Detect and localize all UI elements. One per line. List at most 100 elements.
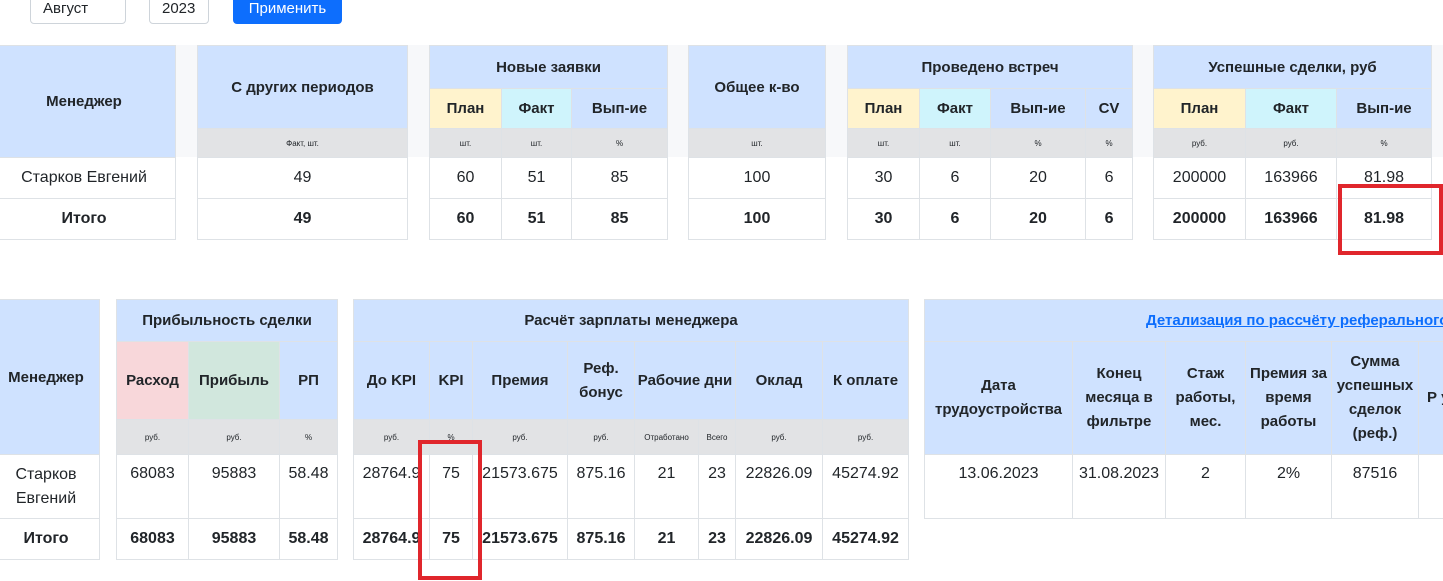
- referral-hire-date-value: 13.06.2023: [924, 454, 1073, 519]
- deals-pct-label: Вып-ие: [1335, 88, 1433, 129]
- salary-kpi-label: KPI: [429, 341, 473, 420]
- meetings-fact-unit: шт.: [919, 128, 991, 158]
- referral-table: Детализация по рассчёту реферального Дат…: [923, 299, 1443, 519]
- referral-extra-label: Р ус с: [1417, 341, 1443, 455]
- meetings-cv-value: 6: [1084, 157, 1134, 199]
- meetings-fact-label: Факт: [919, 88, 991, 129]
- salary-worked-unit: Отработано: [634, 419, 699, 455]
- salary-to-pay-label: К оплате: [821, 341, 910, 420]
- salary-bonus-value: 21573.675: [472, 454, 568, 519]
- prev-periods-table: С других периодов Факт, шт. 49 49: [197, 45, 408, 240]
- total-count-unit: шт.: [688, 128, 826, 158]
- new-requests-plan-label: План: [429, 88, 502, 129]
- salary-ref-bonus-unit: руб.: [567, 419, 635, 455]
- deals-plan-value: 200000: [1153, 157, 1246, 199]
- deals-fact-unit: руб.: [1245, 128, 1337, 158]
- deals-pct-total: 81.98: [1335, 198, 1433, 240]
- bottom-manager-name: Старков Евгений: [0, 454, 100, 519]
- deals-fact-total: 163966: [1245, 198, 1337, 240]
- salary-ref-bonus-value: 875.16: [567, 454, 635, 519]
- salary-workdays-label: Рабочие дни: [634, 341, 736, 420]
- salary-worked-value: 21: [634, 454, 699, 519]
- deals-fact-value: 163966: [1245, 157, 1337, 199]
- deals-pct-value: 81.98: [1335, 157, 1433, 199]
- salary-to-pay-unit: руб.: [821, 419, 910, 455]
- salary-kpi-value: 75: [429, 454, 473, 519]
- prev-periods-header: С других периодов: [197, 45, 408, 129]
- top-manager-total-label: Итого: [0, 198, 176, 240]
- new-requests-plan-value: 60: [429, 157, 502, 199]
- new-requests-pct-value: 85: [571, 157, 668, 199]
- meetings-plan-total: 30: [847, 198, 920, 240]
- apply-button[interactable]: Применить: [233, 0, 342, 24]
- meetings-table: Проведено встреч План Факт Вып-ие CV шт.…: [846, 45, 1134, 240]
- referral-extra-value: [1417, 454, 1443, 519]
- bottom-manager-total-label: Итого: [0, 518, 100, 560]
- profit-table: Прибыльность сделки Расход Прибыль РП ру…: [115, 299, 339, 560]
- deals-plan-total: 200000: [1153, 198, 1246, 240]
- total-count-header: Общее к-во: [688, 45, 826, 129]
- salary-ref-bonus-total: 875.16: [567, 518, 635, 560]
- total-count-value: 100: [688, 157, 826, 199]
- meetings-fact-total: 6: [919, 198, 991, 240]
- salary-kpi-total: 75: [429, 518, 473, 560]
- referral-tenure-value: 2: [1165, 454, 1246, 519]
- referral-deals-sum-label: Сумма успешных сделок (реф.): [1331, 341, 1419, 455]
- salary-bonus-total: 21573.675: [472, 518, 568, 560]
- profit-expense-unit: руб.: [116, 419, 189, 455]
- deals-pct-unit: %: [1335, 128, 1433, 158]
- meetings-cv-total: 6: [1084, 198, 1134, 240]
- new-requests-plan-total: 60: [429, 198, 502, 240]
- meetings-pct-value: 20: [990, 157, 1086, 199]
- referral-deals-sum-value: 87516: [1331, 454, 1419, 519]
- profit-profit-value: 95883: [188, 454, 280, 519]
- referral-details-link[interactable]: Детализация по рассчёту реферального: [1146, 312, 1443, 329]
- salary-table: Расчёт зарплаты менеджера До KPI KPI Пре…: [352, 299, 910, 560]
- salary-header: Расчёт зарплаты менеджера: [352, 299, 910, 342]
- salary-bonus-unit: руб.: [472, 419, 568, 455]
- deals-plan-label: План: [1153, 88, 1246, 129]
- month-select[interactable]: Август: [30, 0, 126, 24]
- new-requests-fact-total: 51: [501, 198, 572, 240]
- meetings-cv-unit: %: [1084, 128, 1134, 158]
- salary-before-kpi-value: 28764.9: [353, 454, 430, 519]
- meetings-header: Проведено встреч: [846, 45, 1134, 89]
- top-manager-header: Менеджер: [0, 45, 176, 158]
- salary-all-days-total: 23: [698, 518, 736, 560]
- new-requests-pct-total: 85: [571, 198, 668, 240]
- meetings-pct-unit: %: [990, 128, 1086, 158]
- salary-before-kpi-label: До KPI: [353, 341, 430, 420]
- new-requests-pct-label: Вып-ие: [571, 88, 668, 129]
- meetings-pct-total: 20: [990, 198, 1086, 240]
- profit-rp-total: 58.48: [278, 518, 339, 560]
- profit-profit-label: Прибыль: [188, 341, 280, 420]
- deals-header: Успешные сделки, руб: [1152, 45, 1433, 89]
- meetings-plan-value: 30: [847, 157, 920, 199]
- meetings-pct-label: Вып-ие: [990, 88, 1086, 129]
- profit-expense-value: 68083: [116, 454, 189, 519]
- meetings-cv-label: CV: [1084, 88, 1134, 129]
- salary-salary-total: 22826.09: [735, 518, 823, 560]
- bottom-manager-header: Менеджер: [0, 299, 100, 455]
- total-count-table: Общее к-во шт. 100 100: [688, 45, 826, 240]
- referral-time-bonus-value: 2%: [1245, 454, 1332, 519]
- new-requests-fact-label: Факт: [501, 88, 572, 129]
- meetings-fact-value: 6: [919, 157, 991, 199]
- profit-expense-total: 68083: [116, 518, 189, 560]
- deals-table: Успешные сделки, руб План Факт Вып-ие ру…: [1152, 45, 1433, 240]
- profit-expense-label: Расход: [116, 341, 189, 420]
- salary-salary-label: Оклад: [735, 341, 823, 420]
- salary-to-pay-value: 45274.92: [821, 454, 910, 519]
- salary-all-days-value: 23: [698, 454, 736, 519]
- referral-hire-date-label: Дата трудоустройства: [924, 341, 1073, 455]
- total-count-total: 100: [688, 198, 826, 240]
- deals-plan-unit: руб.: [1153, 128, 1246, 158]
- year-input[interactable]: 2023: [149, 0, 209, 24]
- profit-profit-total: 95883: [188, 518, 280, 560]
- salary-before-kpi-unit: руб.: [353, 419, 430, 455]
- new-requests-plan-unit: шт.: [429, 128, 502, 158]
- referral-details-header: Детализация по рассчёту реферального: [923, 299, 1443, 342]
- salary-salary-unit: руб.: [735, 419, 823, 455]
- prev-periods-value: 49: [197, 157, 408, 199]
- salary-before-kpi-total: 28764.9: [353, 518, 430, 560]
